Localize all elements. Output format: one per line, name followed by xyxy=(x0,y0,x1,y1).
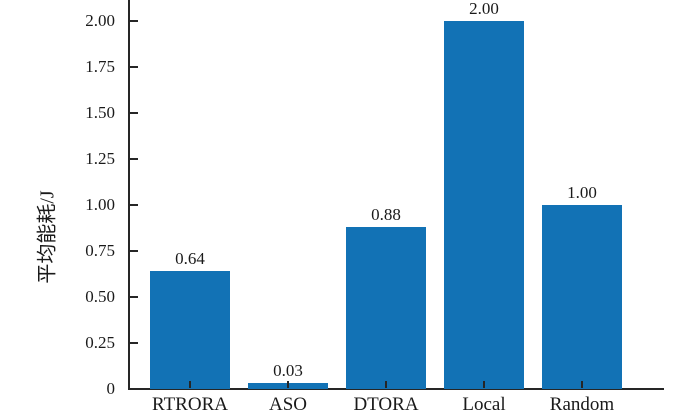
bar xyxy=(346,227,426,389)
y-tick-mark xyxy=(130,112,138,114)
x-tick-mark xyxy=(483,381,485,388)
y-tick-mark xyxy=(130,158,138,160)
bar-value-label: 2.00 xyxy=(469,0,499,18)
y-tick-label: 1.75 xyxy=(85,57,115,76)
bar-value-label: 1.00 xyxy=(567,183,597,202)
y-tick-label: 0.50 xyxy=(85,287,115,306)
x-tick-mark xyxy=(287,381,289,388)
y-tick-label: 2.00 xyxy=(85,11,115,30)
y-tick-label: 0.25 xyxy=(85,333,115,352)
x-tick-mark xyxy=(581,381,583,388)
x-category-label: DTORA xyxy=(353,394,419,415)
y-tick-mark xyxy=(130,204,138,206)
bar xyxy=(444,21,524,389)
bar xyxy=(150,271,230,389)
bar-value-label: 0.03 xyxy=(273,361,303,380)
y-tick-label: 1.25 xyxy=(85,149,115,168)
y-tick-mark xyxy=(130,388,138,390)
x-tick-mark xyxy=(189,381,191,388)
bar-value-label: 0.88 xyxy=(371,205,401,224)
y-tick-label: 1.00 xyxy=(85,195,115,214)
bar-value-label: 0.64 xyxy=(175,249,205,268)
y-tick-label: 0 xyxy=(106,379,116,398)
x-category-label: Random xyxy=(549,394,615,415)
x-tick-mark xyxy=(385,381,387,388)
x-axis-line xyxy=(128,388,664,390)
y-tick-mark xyxy=(130,66,138,68)
y-tick-mark xyxy=(130,20,138,22)
y-tick-label: 1.50 xyxy=(85,103,115,122)
y-axis-line xyxy=(128,0,130,390)
bar xyxy=(542,205,622,389)
y-tick-mark xyxy=(130,296,138,298)
y-tick-mark xyxy=(130,342,138,344)
y-tick-mark xyxy=(130,250,138,252)
x-category-label: Local xyxy=(462,394,506,415)
x-category-label: ASO xyxy=(268,394,308,415)
y-tick-label: 0.75 xyxy=(85,241,115,260)
x-category-label: RTRORA xyxy=(152,394,228,415)
